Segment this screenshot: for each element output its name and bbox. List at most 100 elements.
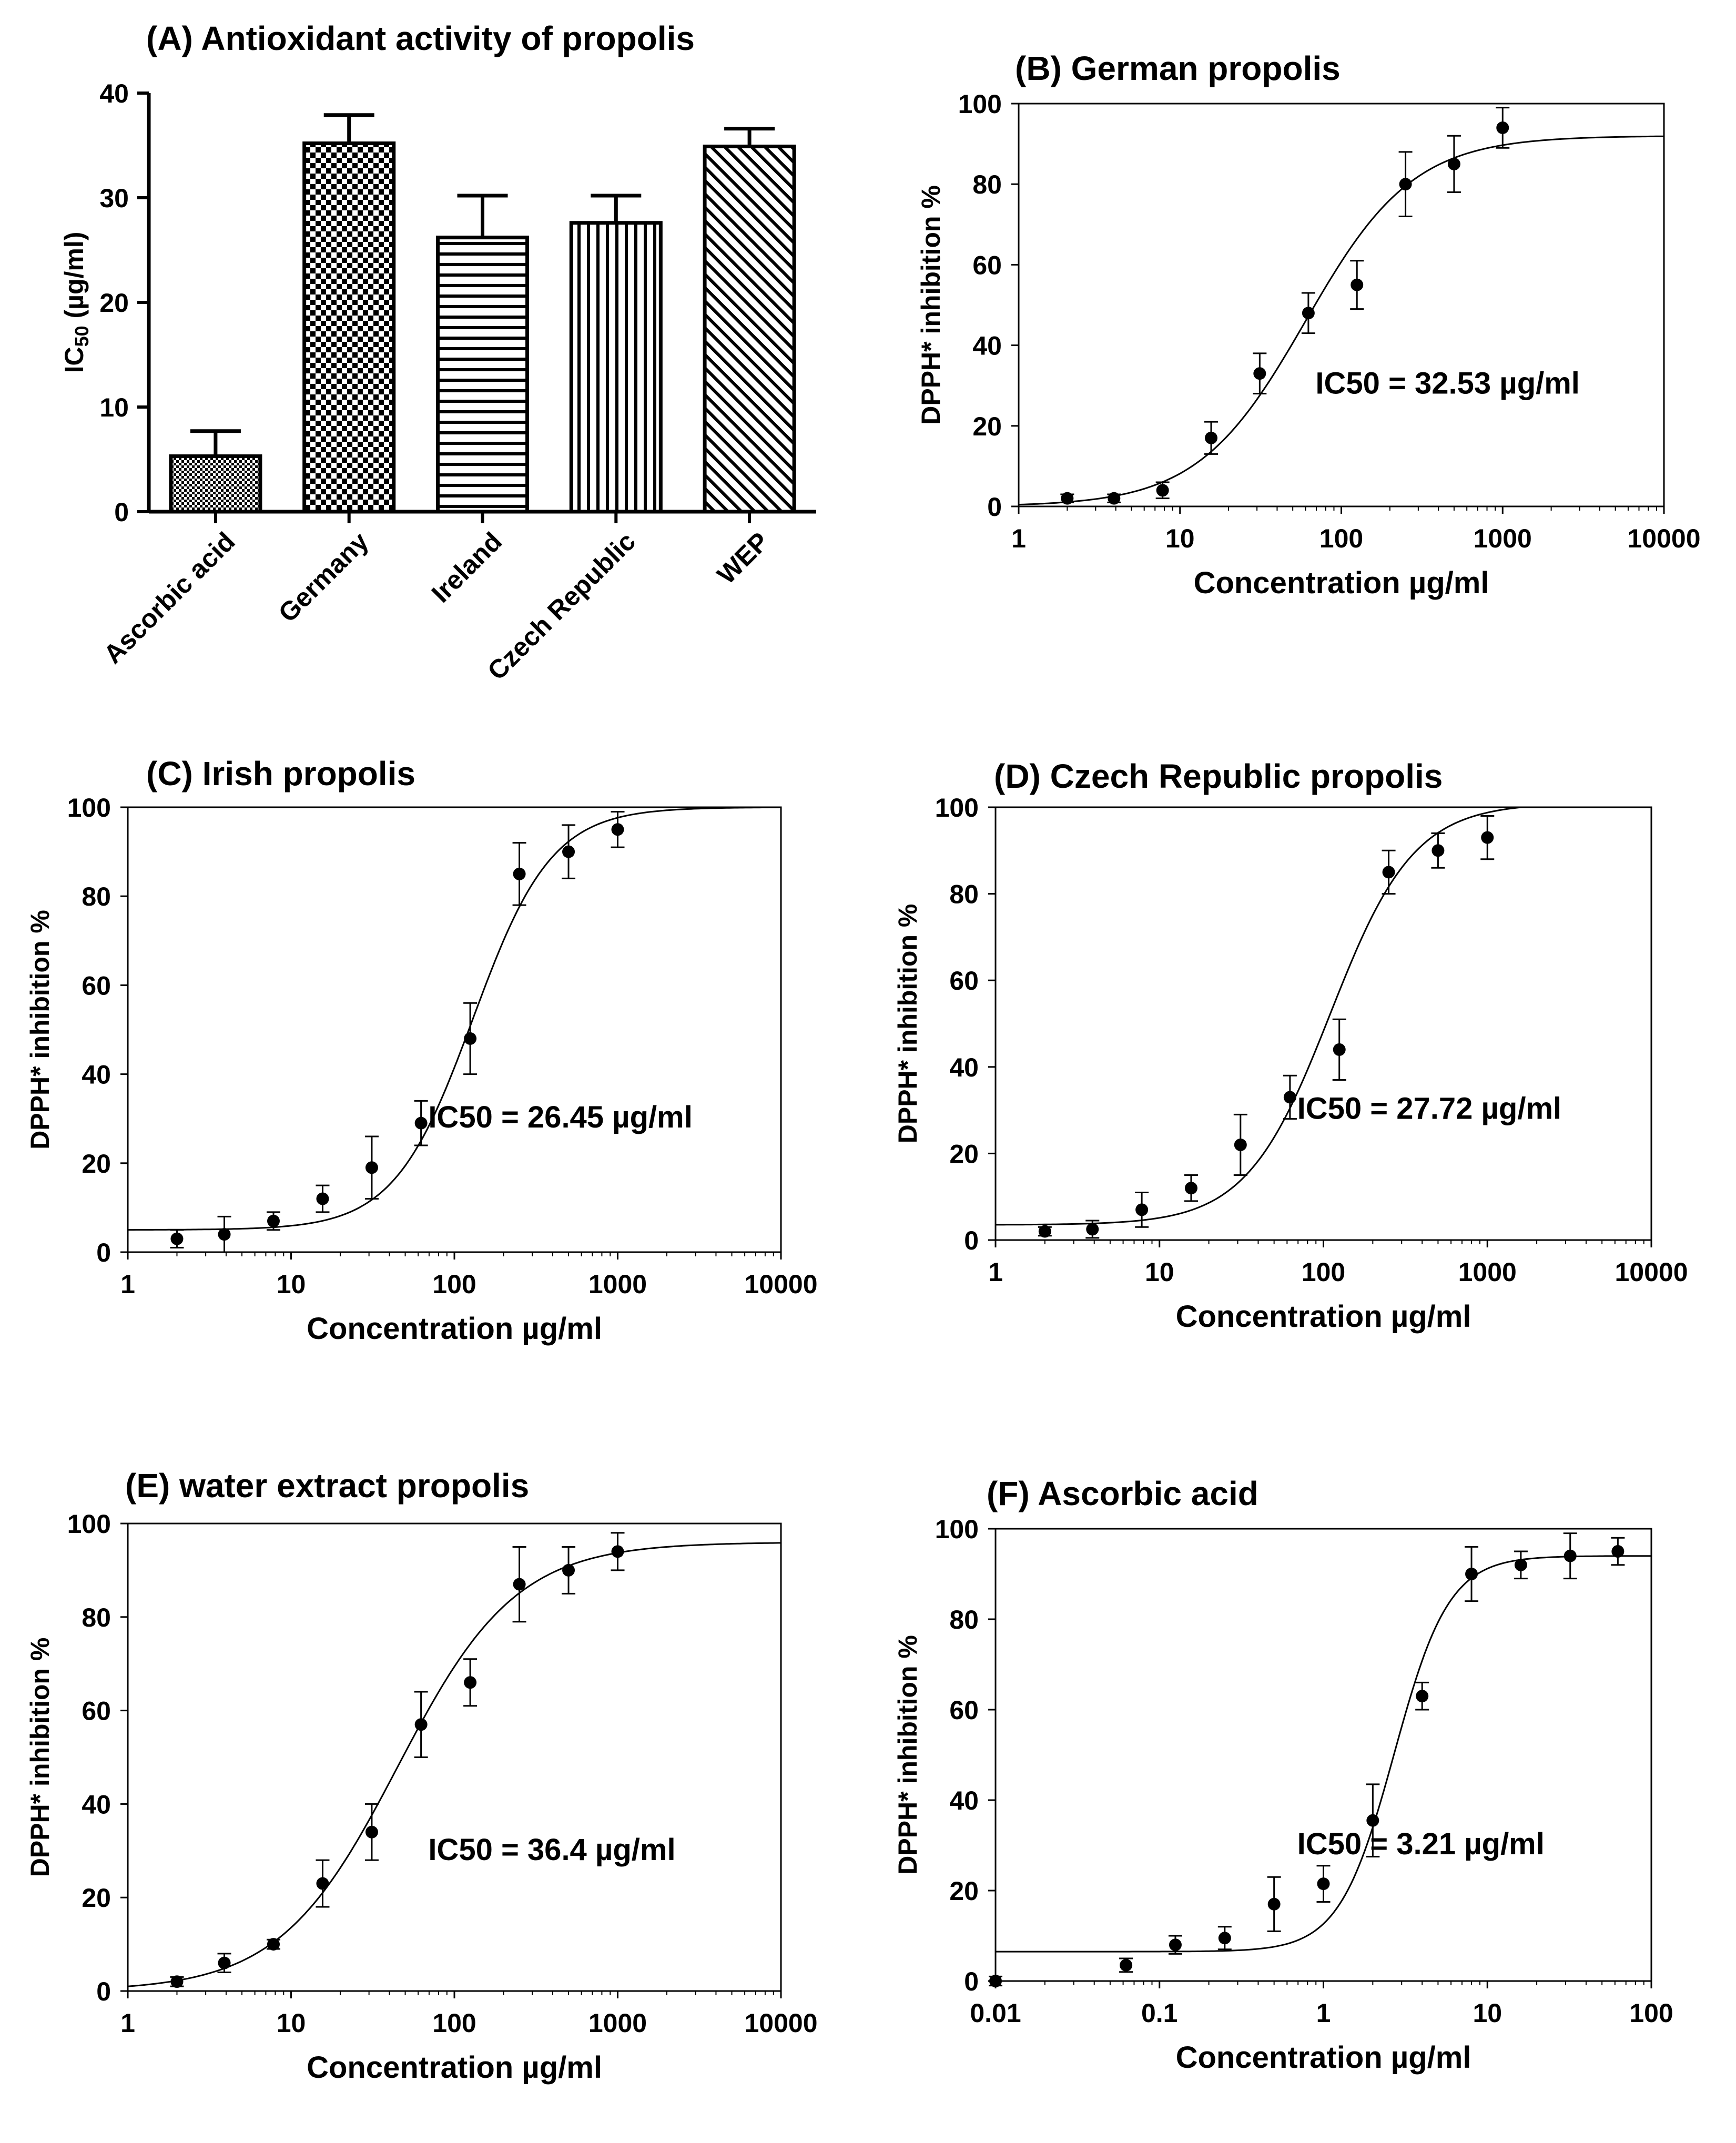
y-axis-label-main: IC [59,347,89,373]
y-tick-label: 60 [82,971,111,1000]
data-point [513,867,526,880]
y-tick-label: 0 [96,1238,111,1267]
bar-czech-republic [569,221,663,514]
data-point [1611,1545,1625,1558]
x-axis-label: Concentration µg/ml [1176,1299,1471,1334]
y-axis-label: DPPH* inhibition % [25,910,55,1150]
panel-d: (D) Czech Republic propolis 0 20 40 60 80 100 1… [893,757,1688,1334]
y-axis-label: DPPH* inhibition % [25,1638,55,1877]
bar-ascorbic-acid [169,454,262,514]
data-point [1061,492,1074,505]
x-tick-label: 10000 [1615,1257,1688,1287]
data-point [1366,1814,1379,1827]
ic50-annotation: IC50 = 32.53 µg/ml [1315,367,1580,401]
data-point [1496,121,1509,134]
data-point [1416,1690,1429,1703]
data-point [1253,367,1266,380]
y-tick-label: 40 [82,1790,111,1819]
panels: (A) Antioxidant activity of propolis0102… [25,19,1701,2085]
data-point [1038,1225,1051,1238]
y-tick-label: 60 [949,966,979,996]
x-tick-label: 100 [432,1269,476,1299]
ic50-annotation: IC50 = 27.72 µg/ml [1297,1092,1562,1126]
category-label: Ireland [426,526,508,608]
category-label: Ascorbic acid [98,526,240,669]
panel-title: (A) Antioxidant activity of propolis [146,19,695,57]
x-tick-label: 10000 [744,1269,817,1299]
y-tick-label: 40 [949,1053,979,1082]
data-point [316,1192,329,1205]
panel-a: (A) Antioxidant activity of propolis 0 10 2… [59,19,816,686]
data-point [170,1232,184,1245]
data-point [1432,844,1445,857]
y-tick-label: 60 [972,250,1002,280]
data-point [316,1877,329,1890]
x-tick-label: 1 [120,2008,135,2038]
y-tick-label: 0 [987,492,1002,522]
fit-curve [996,807,1530,1226]
y-tick-label: 60 [82,1697,111,1726]
data-point [989,1975,1002,1987]
panel-e: (E) water extract propolis 0 20 40 60 80 100 1 1… [25,1467,818,2085]
x-tick-label: 1000 [588,1269,647,1299]
plot-frame [127,806,782,1253]
x-tick-label: 10 [1473,1998,1502,2028]
y-tick-label: 100 [958,89,1002,119]
y-tick-label: 20 [99,288,129,318]
x-tick-label: 10000 [1627,524,1700,553]
x-axis-label: Concentration µg/ml [1194,566,1489,600]
y-tick-label: 40 [949,1786,979,1815]
panel-title: (D) Czech Republic propolis [994,757,1443,795]
y-tick-label: 100 [935,793,979,822]
panel-title: (B) German propolis [1015,49,1341,87]
y-axis-label: DPPH* inhibition % [893,904,922,1144]
x-axis-label: Concentration µg/ml [1176,2040,1471,2075]
y-tick-label: 0 [964,1226,979,1255]
x-tick-label: 1000 [1458,1257,1517,1287]
x-tick-label: 100 [432,2008,476,2038]
y-tick-label: 10 [99,393,129,422]
x-tick-label: 1 [120,1269,135,1299]
data-point [170,1975,184,1988]
data-point [414,1718,428,1731]
data-point [365,1825,378,1839]
data-point [464,1032,477,1045]
x-tick-label: 100 [1302,1257,1345,1287]
y-tick-label: 0 [96,1977,111,2006]
y-tick-label: 80 [82,882,111,911]
data-point [1514,1558,1527,1571]
y-tick-label: 100 [67,1509,111,1539]
panel-title: (F) Ascorbic acid [987,1475,1258,1512]
data-point [1135,1203,1149,1216]
x-axis-label: Concentration µg/ml [307,1312,602,1346]
x-tick-label: 0.1 [1141,1998,1178,2028]
y-tick-label: 20 [949,1139,979,1169]
y-tick-label: 40 [82,1060,111,1090]
x-tick-label: 10000 [744,2008,817,2038]
data-point [1481,831,1494,844]
bar-germany [302,141,396,514]
data-point [1086,1223,1099,1236]
data-point [1218,1932,1231,1945]
y-tick-label: 100 [67,793,111,822]
plot-frame [994,1528,1652,1982]
y-axis-label: DPPH* inhibition % [916,185,946,425]
x-tick-label: 10 [277,1269,306,1299]
data-point [365,1161,378,1174]
plot-frame [127,1522,782,1992]
data-point [1564,1549,1577,1562]
data-point [1399,178,1412,191]
x-tick-label: 0.01 [970,1998,1021,2028]
data-point [1382,866,1395,879]
y-tick-label: 80 [972,170,1002,199]
y-tick-label: 60 [949,1695,979,1725]
data-point [1156,484,1169,497]
y-tick-label: 0 [964,1967,979,1996]
data-point [218,1956,231,1969]
data-point [1184,1182,1197,1195]
y-axis-label: IC50 (µg/ml) [59,232,93,373]
data-point [1120,1958,1133,1972]
x-tick-label: 1 [1011,524,1026,553]
panel-title: (C) Irish propolis [146,755,415,793]
y-tick-label: 80 [949,1605,979,1634]
